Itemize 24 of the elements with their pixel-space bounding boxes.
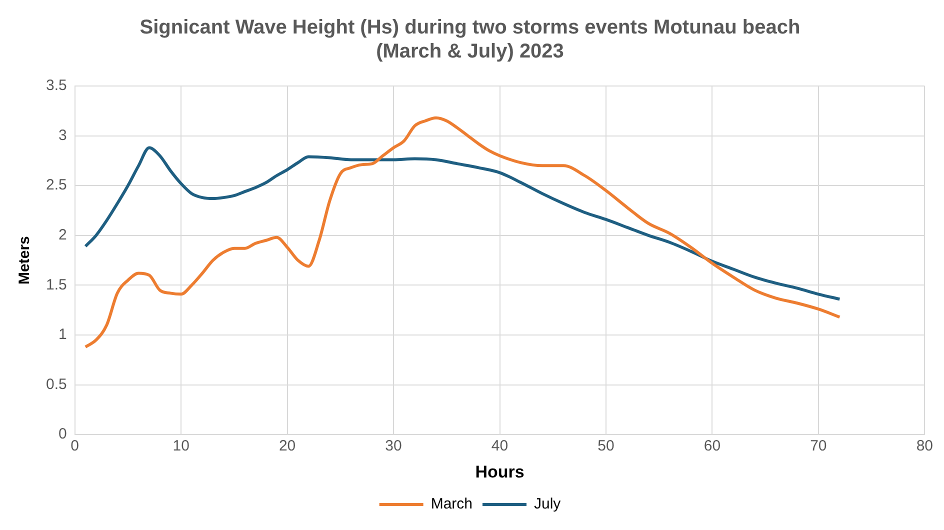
x-axis-title: Hours [475, 462, 524, 482]
legend-label: March [430, 496, 473, 513]
y-axis-title: Meters [16, 236, 34, 284]
y-tick-label: 2.5 [46, 176, 67, 194]
y-tick-label: 3 [58, 126, 67, 144]
x-tick-label: 70 [810, 438, 827, 455]
x-tick-label: 30 [385, 438, 402, 455]
line-series [84, 116, 842, 348]
x-tick-label: 20 [278, 438, 296, 455]
x-tick-label: 50 [598, 438, 614, 455]
x-tick-label: 0 [70, 438, 80, 455]
y-tick-label: 0.5 [46, 376, 67, 393]
y-tick-label: 1 [58, 326, 67, 344]
x-tick-label: 60 [704, 438, 721, 455]
x-tick-label: 80 [916, 438, 933, 455]
x-tick-label: 10 [172, 438, 190, 455]
chart-title: Signicant Wave Height (Hs) during two storms events Motunau beach (March & July) 2023 [140, 16, 800, 63]
x-tick-label: 40 [491, 438, 508, 455]
line-series [84, 146, 842, 301]
y-tick-label: 2 [58, 226, 67, 244]
y-tick-label: 3.5 [46, 77, 67, 94]
y-tick-label: 1.5 [46, 276, 67, 294]
y-tick-label: 0 [58, 426, 67, 443]
legend-label: July [534, 496, 562, 513]
